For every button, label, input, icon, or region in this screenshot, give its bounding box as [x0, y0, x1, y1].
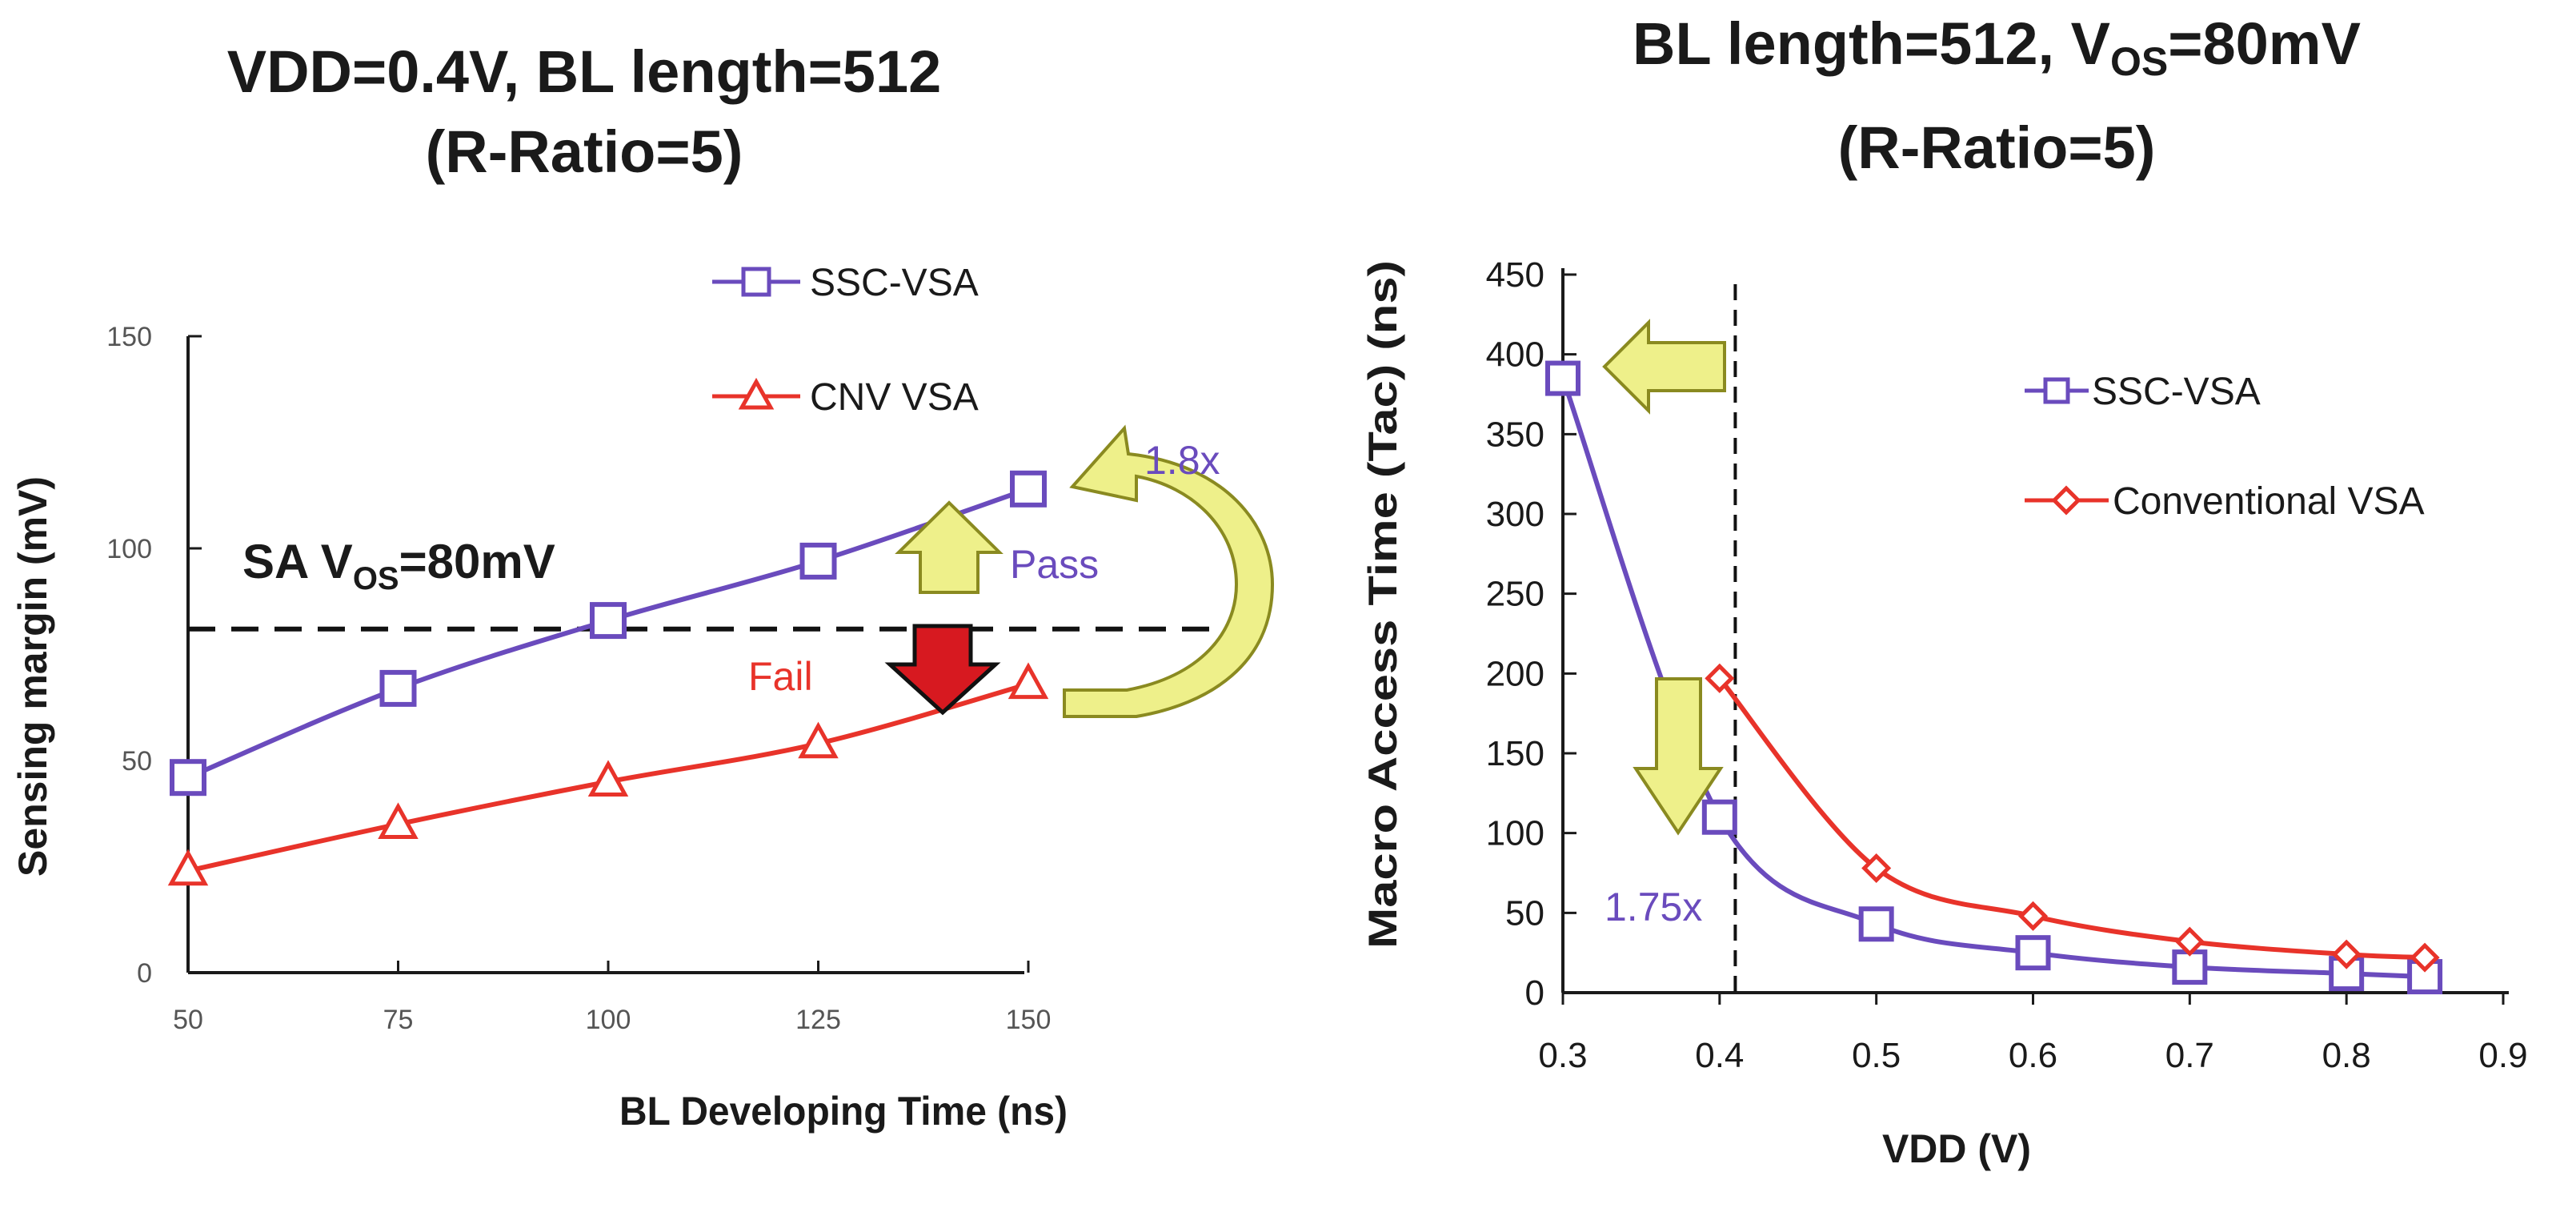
data-point-cnv-vsa [378, 802, 419, 839]
chart-right-legend: SSC-VSA Conventional VSA [2025, 371, 2425, 523]
improvement-arrow-icon [1063, 424, 1275, 718]
legend-cnv-label: CNV VSA [810, 376, 979, 419]
chart-right-x-tick: 0.6 [2009, 1036, 2057, 1075]
threshold-label: SA VOS=80mV [242, 535, 555, 596]
pass-arrow-icon [895, 500, 1004, 594]
fail-arrow-icon [884, 624, 1001, 716]
chart-right-x-tick: 0.3 [1538, 1036, 1587, 1075]
series-line-conventional-vsa [1717, 676, 2426, 961]
chart-left-x-label: BL Developing Time (ns) [619, 1089, 1068, 1134]
chart-right-y-tick: 450 [1486, 255, 1544, 295]
chart-right-x-tick: 0.5 [1852, 1036, 1901, 1075]
chart-right-x-tick: 0.4 [1695, 1036, 1744, 1075]
chart-right-x-tick: 0.8 [2322, 1036, 2371, 1075]
chart-right-y-tick: 400 [1486, 335, 1544, 375]
chart-right-y-label: Macro Access Time (Tac) (ns) [1360, 260, 1405, 949]
chart-right-x-tick: 0.7 [2165, 1036, 2214, 1075]
data-point-ssc-vsa [1858, 906, 1894, 942]
data-point-ssc-vsa [2015, 935, 2051, 971]
chart-left-y-tick: 50 [122, 746, 152, 777]
chart-right-y-tick: 0 [1525, 973, 1544, 1013]
chart-right-x-tick: 0.9 [2478, 1036, 2527, 1075]
chart-right-y-tick: 50 [1505, 893, 1544, 933]
legend-ssc-label: SSC-VSA [810, 262, 979, 304]
data-point-ssc-vsa [1545, 360, 1580, 396]
chart-left-x-tick: 50 [173, 1005, 203, 1035]
chart-right-y-tick: 350 [1486, 415, 1544, 454]
data-point-ssc-vsa [799, 542, 837, 580]
data-point-conventional-vsa [2410, 942, 2440, 973]
chart-left-legend: SSC-VSA CNV VSA [712, 262, 979, 419]
chart-right-y-tick: 150 [1486, 734, 1544, 773]
chart-right-y-tick: 300 [1486, 495, 1544, 534]
chart-right-y-tick: 250 [1486, 575, 1544, 614]
legend-conv-marker [2051, 485, 2081, 516]
data-point-ssc-vsa [590, 602, 627, 640]
legend-ssc2-label: SSC-VSA [2092, 371, 2261, 413]
data-point-cnv-vsa [798, 721, 839, 759]
chart-left-x-tick: 125 [795, 1005, 841, 1035]
legend-ssc2-marker [2043, 377, 2070, 404]
down-arrow-icon [1633, 677, 1724, 836]
chart-right-title: BL length=512, VOS=80mV [1633, 10, 2361, 84]
chart-left-y-label: Sensing margin (mV) [10, 476, 55, 877]
chart-right-x-label: VDD (V) [1882, 1126, 2031, 1171]
legend-cnv-marker [738, 377, 775, 410]
legend-conv-label: Conventional VSA [2113, 480, 2425, 523]
data-point-ssc-vsa [170, 759, 206, 797]
chart-left-y-tick: 0 [137, 958, 152, 989]
chart-right-y-tick: 100 [1486, 814, 1544, 853]
chart-left-y-tick: 150 [106, 322, 152, 352]
data-point-cnv-vsa [167, 849, 209, 886]
chart-left-subtitle: (R-Ratio=5) [426, 118, 743, 185]
gain-label-left: 1.8x [1144, 438, 1220, 483]
pass-label: Pass [1010, 542, 1099, 587]
chart-left-x-tick: 100 [586, 1005, 631, 1035]
data-point-ssc-vsa [1010, 470, 1047, 508]
data-point-conventional-vsa [2017, 901, 2049, 931]
data-point-conventional-vsa [2331, 939, 2362, 969]
legend-ssc-marker [741, 267, 771, 297]
data-point-ssc-vsa [2172, 949, 2208, 985]
data-point-cnv-vsa [1008, 662, 1049, 700]
left-arrow-icon [1602, 319, 1726, 415]
chart-right-subtitle: (R-Ratio=5) [1838, 114, 2156, 181]
chart-left-x-tick: 75 [383, 1005, 414, 1035]
data-point-cnv-vsa [587, 760, 629, 797]
data-point-conventional-vsa [1705, 663, 1735, 693]
data-point-ssc-vsa [1701, 799, 1737, 835]
chart-left-title: VDD=0.4V, BL length=512 [227, 38, 942, 105]
data-point-conventional-vsa [1861, 853, 1892, 884]
data-point-conventional-vsa [2174, 926, 2205, 957]
chart-left-y-tick: 100 [106, 534, 152, 564]
chart-right-y-tick: 200 [1486, 654, 1544, 693]
fail-label: Fail [748, 654, 813, 699]
chart-right: BL length=512, VOS=80mV (R-Ratio=5) 0 50 1… [1360, 10, 2528, 1171]
gain-label-right: 1.75x [1604, 885, 1702, 929]
chart-left: VDD=0.4V, BL length=512 (R-Ratio=5) 0 50 1… [10, 38, 1275, 1134]
chart-left-x-tick: 150 [1006, 1005, 1052, 1035]
data-point-ssc-vsa [379, 669, 417, 707]
